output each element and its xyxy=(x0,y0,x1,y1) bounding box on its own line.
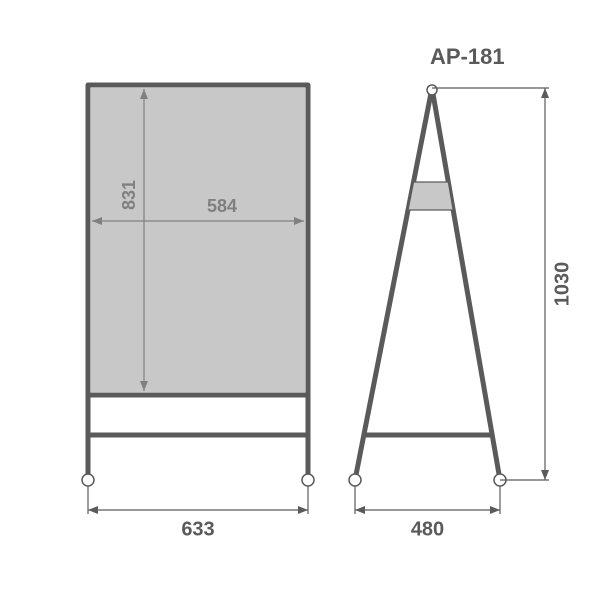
svg-text:584: 584 xyxy=(207,196,237,216)
svg-text:480: 480 xyxy=(411,518,444,540)
diagram-svg: AP-181 584 831 633 480 1030 xyxy=(0,0,600,600)
diagram-stage: AP-181 584 831 633 480 1030 xyxy=(0,0,600,600)
svg-text:633: 633 xyxy=(181,518,214,540)
svg-text:831: 831 xyxy=(119,180,139,210)
model-title: AP-181 xyxy=(430,44,505,69)
svg-text:1030: 1030 xyxy=(551,262,573,307)
